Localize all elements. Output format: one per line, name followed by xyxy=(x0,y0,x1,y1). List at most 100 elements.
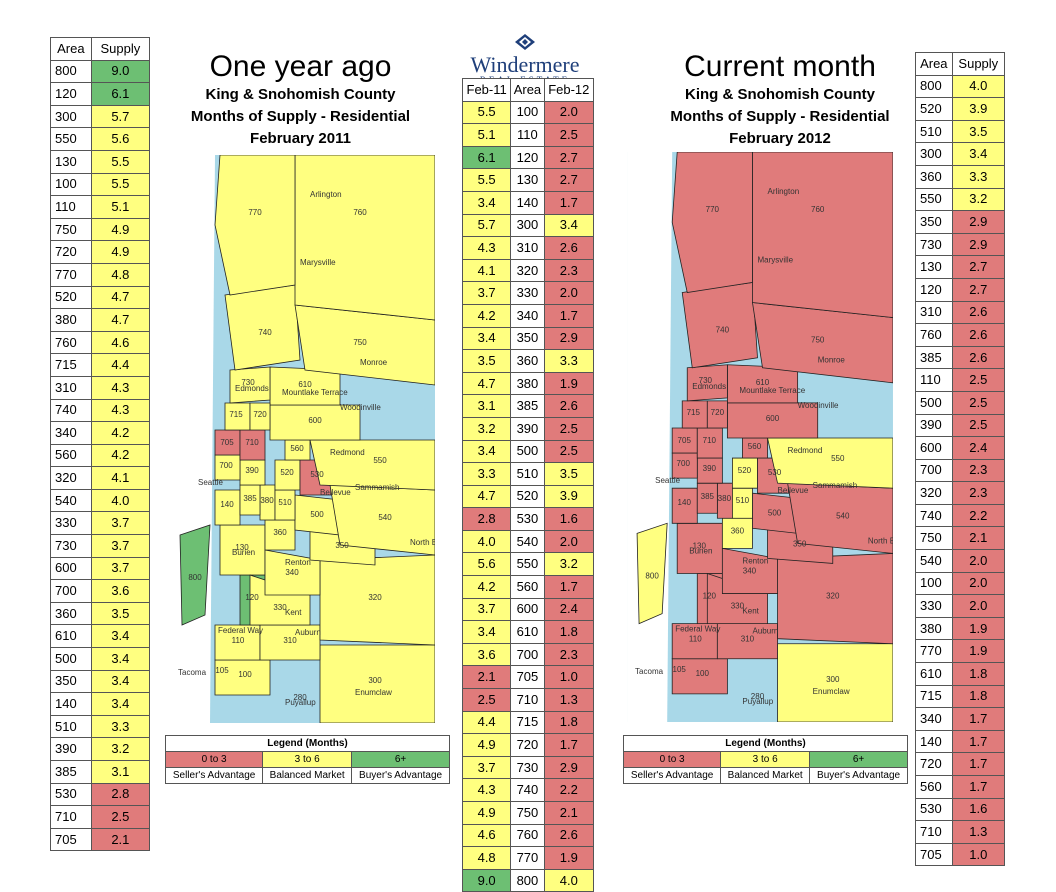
right-area-header: Area xyxy=(915,52,953,76)
comparison-row: 3.3 510 3.5 xyxy=(461,462,595,486)
area-cell: 530 xyxy=(510,507,545,531)
left-area-cell: 610 xyxy=(50,624,92,649)
comparison-row: 2.5 710 1.3 xyxy=(461,688,595,712)
right-table-row: 350 2.9 xyxy=(915,210,1006,234)
area-cell: 300 xyxy=(510,213,545,238)
left-legend: Legend (Months) 0 to 3 3 to 6 6+ Seller'… xyxy=(164,735,450,784)
right-area-cell: 385 xyxy=(915,345,953,370)
area-cell: 310 xyxy=(510,236,545,260)
right-supply-cell: 1.0 xyxy=(951,842,1006,867)
right-map-label-130: 130 xyxy=(693,541,707,550)
left-legend-seller-label: Seller's Advantage xyxy=(164,767,264,784)
left-supply-cell: 3.7 xyxy=(90,511,151,536)
right-table-row: 120 2.7 xyxy=(915,277,1006,302)
left-map-town-seattle: Seattle xyxy=(198,478,223,487)
left-map-town-federalway: Federal Way xyxy=(218,626,263,635)
feb12-cell: 1.9 xyxy=(543,371,595,396)
left-table-row: 750 4.9 xyxy=(50,217,151,242)
left-table-row: 320 4.1 xyxy=(50,466,151,490)
right-subtitle: Months of Supply - Residential xyxy=(670,108,890,125)
left-area-cell: 770 xyxy=(50,262,92,287)
left-supply-cell: 3.6 xyxy=(90,579,151,603)
right-supply-cell: 2.6 xyxy=(951,345,1006,370)
left-map-label-280: 280 xyxy=(293,693,307,702)
left-table-row: 560 4.2 xyxy=(50,443,151,468)
left-map-town-marysville: Marysville xyxy=(300,258,336,267)
right-area-cell: 740 xyxy=(915,503,953,528)
area-cell: 700 xyxy=(510,642,545,667)
right-supply-cell: 2.0 xyxy=(951,549,1006,573)
feb12-cell: 3.3 xyxy=(543,349,595,373)
right-table-row: 770 1.9 xyxy=(915,639,1006,664)
comparison-row: 3.7 330 2.0 xyxy=(461,281,595,305)
right-map-label-140: 140 xyxy=(678,498,692,507)
area-cell: 330 xyxy=(510,281,545,305)
comparison-row: 3.4 140 1.7 xyxy=(461,190,595,215)
right-table-row: 520 3.9 xyxy=(915,97,1006,121)
left-map-label-800: 800 xyxy=(188,573,202,582)
left-table-row: 310 4.3 xyxy=(50,375,151,400)
left-map-town-auburn: Auburn xyxy=(295,628,321,637)
right-legend-balanced-label: Balanced Market xyxy=(720,767,811,784)
left-table-row: 800 9.0 xyxy=(50,59,151,84)
left-area-cell: 760 xyxy=(50,330,92,355)
right-supply-cell: 1.3 xyxy=(951,820,1006,844)
left-supply-cell: 3.4 xyxy=(90,692,151,716)
feb12-cell: 1.3 xyxy=(543,688,595,712)
right-title-block: Current month King & Snohomish County Mo… xyxy=(640,50,920,150)
comparison-row: 4.3 740 2.2 xyxy=(461,778,595,802)
right-area-cell: 350 xyxy=(915,210,953,234)
comparison-row: 4.1 320 2.3 xyxy=(461,258,595,283)
feb12-cell: 2.0 xyxy=(543,100,595,125)
comparison-row: 3.4 610 1.8 xyxy=(461,620,595,644)
left-supply-cell: 3.4 xyxy=(90,624,151,649)
right-supply-cell: 2.5 xyxy=(951,413,1006,438)
left-legend-buyer-range: 6+ xyxy=(351,751,450,768)
feb11-cell: 5.6 xyxy=(461,552,512,577)
comparison-row: 4.9 750 2.1 xyxy=(461,801,595,825)
right-area-cell: 390 xyxy=(915,413,953,438)
left-supply-cell: 2.8 xyxy=(90,782,151,807)
feb12-cell: 1.6 xyxy=(543,507,595,531)
feb12-cell: 1.9 xyxy=(543,846,595,870)
right-title: Current month xyxy=(684,50,876,83)
right-supply-cell: 1.7 xyxy=(951,775,1006,799)
feb12-cell: 2.6 xyxy=(543,394,595,418)
area-cell: 100 xyxy=(510,100,545,125)
right-map-town-federalway: Federal Way xyxy=(675,625,720,634)
right-supply-table: Area Supply 800 4.0 520 3.9 510 3.5 300 3.4 360 3… xyxy=(915,52,1006,867)
left-table-row: 500 3.4 xyxy=(50,647,151,671)
right-supply-cell: 2.2 xyxy=(951,503,1006,528)
right-table-row: 100 2.0 xyxy=(915,571,1006,596)
left-map-label-310: 310 xyxy=(283,636,297,645)
comparison-table: Feb-11 Area Feb-12 5.5 100 2.0 5.1 110 2.5 6.1… xyxy=(461,78,595,892)
feb11-cell: 3.4 xyxy=(461,439,512,464)
left-supply-header: Supply xyxy=(90,37,151,61)
right-supply-cell: 2.6 xyxy=(951,323,1006,347)
left-date: February 2011 xyxy=(250,130,351,147)
left-area-cell: 750 xyxy=(50,217,92,242)
left-supply-cell: 5.5 xyxy=(90,149,151,174)
right-area-cell: 720 xyxy=(915,752,953,776)
left-table-row: 760 4.6 xyxy=(50,330,151,355)
right-map-label-380: 380 xyxy=(718,494,732,503)
feb11-cell: 3.1 xyxy=(461,394,512,418)
feb12-cell: 1.7 xyxy=(543,190,595,215)
right-map-town-arlington: Arlington xyxy=(768,187,800,196)
left-table-row: 380 4.7 xyxy=(50,308,151,332)
right-supply-cell: 2.3 xyxy=(951,481,1006,505)
left-supply-cell: 3.7 xyxy=(90,556,151,581)
right-map-label-560: 560 xyxy=(748,442,762,451)
feb11-cell: 5.7 xyxy=(461,213,512,238)
left-supply-cell: 4.8 xyxy=(90,262,151,287)
right-table-row: 550 3.2 xyxy=(915,187,1006,212)
feb11-cell: 3.3 xyxy=(461,462,512,486)
left-legend-title: Legend (Months) xyxy=(165,735,450,752)
right-supply-cell: 2.9 xyxy=(951,210,1006,234)
left-map-label-100: 100 xyxy=(238,670,252,679)
left-map-label-560: 560 xyxy=(290,444,304,453)
left-title-block: One year ago King & Snohomish County Mon… xyxy=(168,50,433,150)
left-table-row: 520 4.7 xyxy=(50,285,151,310)
right-supply-cell: 3.9 xyxy=(951,97,1006,121)
left-area-cell: 740 xyxy=(50,398,92,423)
